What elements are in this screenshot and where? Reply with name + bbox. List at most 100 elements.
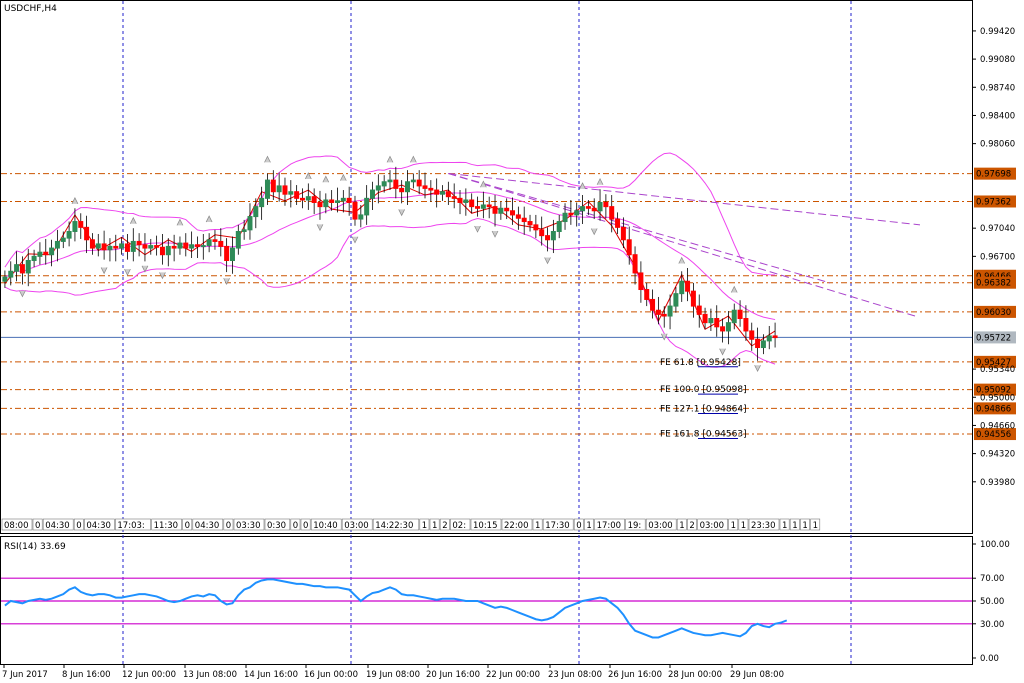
candle-body xyxy=(399,187,405,193)
candle-body xyxy=(25,260,31,274)
session-tag xyxy=(470,518,502,531)
session-label: 04:30 xyxy=(45,521,69,531)
candle-body xyxy=(317,201,323,208)
fractal-up-icon xyxy=(71,197,79,204)
price-level-label: 0.95092 xyxy=(976,386,1011,396)
candle-body xyxy=(673,293,679,307)
candle-body xyxy=(212,239,218,242)
candle-body xyxy=(375,185,381,191)
candle-body xyxy=(440,191,446,195)
fibo-expansion-label: FE 100.0 [0.95098] xyxy=(660,385,747,395)
candle-body xyxy=(772,335,778,339)
fractal-down-icon xyxy=(660,333,668,341)
session-label: 2 xyxy=(442,521,447,531)
vertical-separators xyxy=(122,1,852,664)
candle-body xyxy=(288,191,294,195)
candle-body xyxy=(183,242,189,249)
candle-body xyxy=(194,244,200,247)
candle-body xyxy=(615,218,621,228)
candle-body xyxy=(644,289,650,300)
price-tick-label: 0.98060 xyxy=(980,140,1015,150)
time-tick-label: 13 Jun 08:00 xyxy=(183,670,237,680)
price-level-tag xyxy=(974,276,1016,289)
candle-body xyxy=(603,201,609,208)
session-tag xyxy=(300,518,311,531)
main-chart-frame[interactable] xyxy=(0,0,973,534)
candle-body xyxy=(60,237,66,242)
session-label: 22:00 xyxy=(504,521,529,531)
candle-body xyxy=(177,242,183,249)
candle-body xyxy=(702,313,708,324)
session-tag xyxy=(1,518,33,531)
price-tick-label: 0.97040 xyxy=(980,224,1015,234)
session-label: 03:00 xyxy=(648,521,673,531)
session-time-labels: 08:00 0 04:30 0 04:30 17:03: 11:30 0 04:30 0 03:30… xyxy=(1,518,821,531)
session-tag xyxy=(32,518,43,531)
price-level-tag xyxy=(974,428,1016,441)
fractal-down-icon xyxy=(590,228,598,236)
candle-body xyxy=(218,240,224,247)
candle-body xyxy=(539,229,545,237)
rsi-title: RSI(14) 33.69 xyxy=(4,542,66,552)
session-tag xyxy=(182,518,193,531)
candle-body xyxy=(130,240,136,252)
candle-body xyxy=(270,179,276,193)
time-axis: 7 Jun 2017 8 Jun 16:00 12 Jun 00:00 13 Jun … xyxy=(2,664,784,680)
rsi-tick-label: 50.00 xyxy=(980,597,1004,607)
session-tag xyxy=(84,518,115,531)
time-tick-label: 19 Jun 08:00 xyxy=(366,670,420,680)
candle-body xyxy=(189,244,195,249)
candle-body xyxy=(19,264,25,274)
candle-body xyxy=(346,197,352,203)
session-label: 0 xyxy=(293,521,298,531)
candle-body xyxy=(521,217,527,223)
candle-body xyxy=(84,226,90,241)
candle-body xyxy=(352,201,358,220)
candle-body xyxy=(475,206,481,209)
candle-body xyxy=(37,251,43,257)
candle-body xyxy=(626,239,632,256)
candle-body xyxy=(434,189,440,195)
session-label: 03:30 xyxy=(236,521,261,531)
candle-body xyxy=(422,185,428,189)
candle-body xyxy=(685,280,691,292)
candle-body xyxy=(299,197,305,201)
candle-body xyxy=(323,199,329,208)
price-level-label: 0.96382 xyxy=(976,279,1011,289)
fan-line xyxy=(448,172,916,317)
fractal-down-icon xyxy=(474,225,481,233)
candle-body xyxy=(276,185,282,193)
candle-body xyxy=(545,235,551,241)
fractal-down-icon xyxy=(19,290,26,298)
session-label: 1 xyxy=(679,521,684,531)
session-label: 04:30 xyxy=(86,521,111,531)
session-label: 2 xyxy=(689,521,694,531)
fractal-down-icon xyxy=(351,236,359,244)
candle-body xyxy=(235,230,241,249)
time-tick-label: 29 Jun 08:00 xyxy=(730,670,784,680)
price-level-label: 0.94556 xyxy=(976,430,1011,440)
session-label: 19: xyxy=(628,521,642,531)
fibo-expansion-label: FE 161.8 [0.94563] xyxy=(660,429,747,439)
candle-body xyxy=(667,305,673,317)
candle-body xyxy=(101,243,107,251)
session-tag xyxy=(748,518,780,531)
candle-body xyxy=(224,245,230,262)
fractal-markers xyxy=(19,155,761,373)
session-label: 1 xyxy=(422,521,427,531)
time-tick-label: 22 Jun 00:00 xyxy=(486,670,540,680)
session-label: 0 xyxy=(185,521,190,531)
fractal-down-icon xyxy=(398,209,405,217)
candle-body xyxy=(731,309,737,324)
candle-body xyxy=(515,214,521,219)
fractal-down-icon xyxy=(719,348,726,356)
price-level-label: 0.95427 xyxy=(976,358,1011,368)
candle-body xyxy=(580,206,586,212)
session-tag xyxy=(429,518,440,531)
session-label: 1 xyxy=(535,521,540,531)
candle-body xyxy=(410,179,416,183)
session-label: 17:30 xyxy=(545,521,570,531)
candle-body xyxy=(107,245,113,251)
candle-body xyxy=(708,318,714,324)
